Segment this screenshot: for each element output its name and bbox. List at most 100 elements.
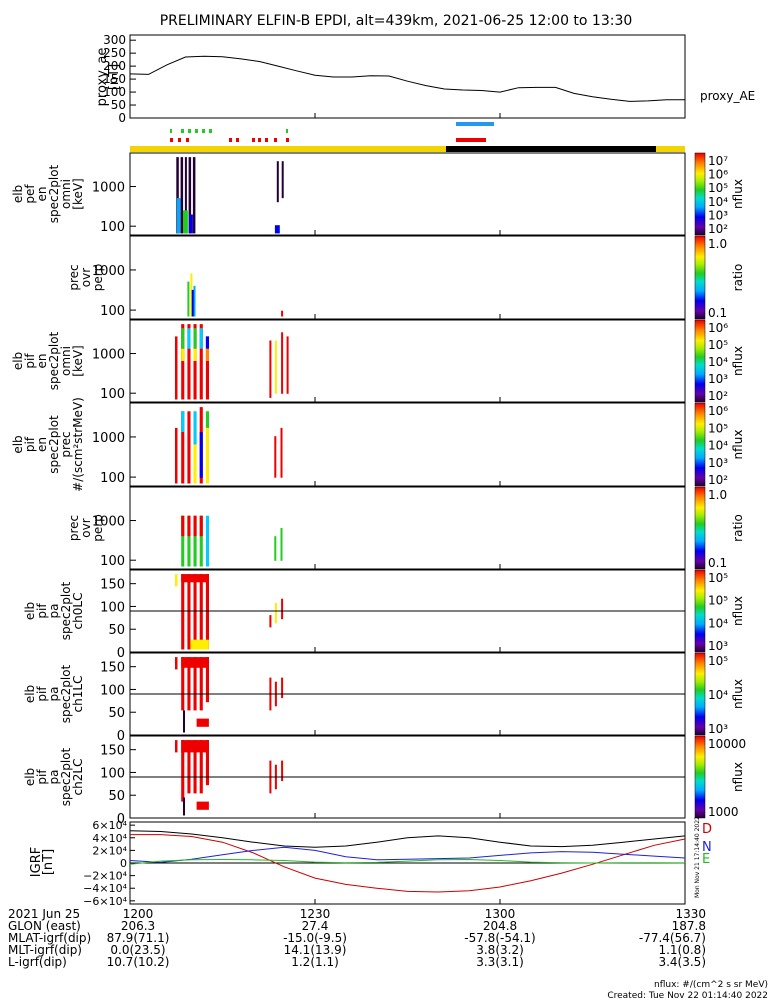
spectrogram-cell bbox=[193, 285, 196, 317]
igrf-ytick-label: 6×10⁴ bbox=[92, 819, 127, 832]
spectrogram-cell bbox=[205, 411, 209, 484]
panel-ylabel: en bbox=[35, 187, 49, 202]
spectrogram-cell bbox=[181, 740, 209, 753]
proxy-ae-series-line bbox=[129, 55, 685, 102]
panel-ylabel: ovr bbox=[79, 268, 93, 287]
igrf-series-E bbox=[129, 858, 686, 865]
colorbar bbox=[694, 569, 706, 653]
spectrogram-cell bbox=[180, 157, 184, 234]
colorbar-tick-label: 10³ bbox=[708, 372, 728, 386]
panel-ylabel: elb bbox=[23, 685, 37, 703]
xaxis-row-value: -77.4(56.7) bbox=[639, 931, 706, 945]
xaxis-row-value: 10.7(10.2) bbox=[107, 955, 170, 969]
spectrogram-cell bbox=[205, 336, 209, 349]
spectrogram-cell bbox=[199, 657, 203, 711]
ytick-label: 1000 bbox=[92, 264, 125, 279]
ytick-label: 100 bbox=[100, 304, 125, 319]
spectrogram-cell bbox=[181, 411, 185, 432]
panel-ylabel: [keV] bbox=[71, 345, 85, 376]
marker-red bbox=[186, 138, 189, 142]
colorbar-label: nflux bbox=[731, 679, 745, 709]
ytick-label: 150 bbox=[100, 578, 125, 593]
spectrogram-cell bbox=[280, 528, 283, 561]
colorbar bbox=[694, 735, 706, 819]
colorbar-tick-label: 10⁵ bbox=[708, 654, 728, 668]
colorbar-tick-label: 10⁴ bbox=[708, 195, 728, 209]
xaxis-row-label: L-igrf(dip) bbox=[8, 955, 67, 969]
igrf-series-N bbox=[129, 846, 686, 863]
xaxis-row-value: 1.1(0.8) bbox=[658, 943, 706, 957]
spectrogram-cell bbox=[199, 432, 203, 478]
spectrogram-cell bbox=[187, 411, 191, 484]
xaxis-row-value: 206.3 bbox=[121, 919, 155, 933]
colorbar-tick-label: 10000 bbox=[708, 737, 746, 751]
igrf-ylabel-2: [nT] bbox=[41, 849, 56, 875]
xaxis-row-value: 204.8 bbox=[483, 919, 517, 933]
ytick-label: 1000 bbox=[92, 515, 125, 530]
spectrogram-cell bbox=[199, 574, 203, 650]
colorbar-tick-label: 10² bbox=[708, 222, 728, 236]
spectrogram-cell bbox=[181, 515, 185, 567]
xaxis-row-value: 1300 bbox=[485, 907, 516, 921]
marker-red bbox=[265, 138, 268, 142]
marker-green bbox=[209, 129, 212, 133]
spectrogram-cell bbox=[274, 340, 277, 394]
spectrogram-cell bbox=[181, 574, 209, 583]
marker-green bbox=[286, 129, 288, 133]
marker-red bbox=[252, 138, 255, 142]
ytick-label: 100 bbox=[100, 471, 125, 486]
spectrogram-cell bbox=[205, 348, 209, 361]
marker-blue bbox=[456, 122, 494, 126]
spectrogram-cell bbox=[274, 536, 277, 561]
spectrogram-cell bbox=[188, 157, 192, 234]
colorbar-tick-label: 10⁵ bbox=[708, 594, 728, 608]
marker-red bbox=[229, 138, 232, 142]
spectrogram-cell bbox=[187, 574, 191, 650]
marker-red bbox=[258, 138, 261, 142]
spectrogram-cell bbox=[196, 801, 209, 810]
spectrogram-cell bbox=[181, 657, 209, 668]
panel-ylabel: prec bbox=[67, 264, 81, 290]
spectrogram-cell bbox=[192, 157, 196, 234]
panel-frame bbox=[129, 486, 686, 570]
igrf-legend-d: D bbox=[702, 822, 712, 837]
proxy-ae-line-layer bbox=[129, 55, 685, 102]
xaxis-row-value: 3.3(3.1) bbox=[476, 955, 524, 969]
panel-ylabel: pif bbox=[35, 769, 49, 785]
igrf-series-total bbox=[129, 830, 686, 848]
panel-ylabel: perp bbox=[91, 514, 105, 542]
xaxis-row-label: MLT-igrf(dip) bbox=[8, 943, 82, 957]
spectrogram-cell bbox=[193, 324, 197, 400]
spectrogram-cell bbox=[199, 515, 203, 537]
xaxis-row-value: 1.2(1.1) bbox=[291, 955, 339, 969]
colorbar-tick-label: 10³ bbox=[708, 722, 728, 736]
spectrogram-cell bbox=[190, 639, 209, 650]
xaxis-row-value: -15.0(-9.5) bbox=[283, 931, 347, 945]
spectrogram-cell bbox=[190, 273, 193, 317]
x-axis-ephemeris: 2021 Jun 25 1200 1230 1300 1330 GLON (east) 20… bbox=[8, 907, 706, 969]
spectrogram-cell bbox=[199, 328, 203, 349]
colorbar-label: ratio bbox=[731, 514, 745, 542]
proxy-ae-ytick-label: 50 bbox=[111, 98, 126, 112]
xaxis-row-value: 3.8(3.2) bbox=[476, 943, 524, 957]
spectrogram-cell bbox=[181, 411, 185, 484]
spectrogram-cell bbox=[175, 427, 178, 484]
spectrogram-cell bbox=[193, 657, 197, 711]
spectrogram-cell bbox=[175, 574, 178, 587]
igrf-series-D bbox=[130, 834, 686, 893]
spectrogram-cell bbox=[205, 336, 209, 400]
marker-red bbox=[236, 138, 239, 142]
panel-ylabel: ch1LC bbox=[71, 676, 85, 713]
marker-green bbox=[188, 129, 191, 133]
proxy-ae-ytick-label: 150 bbox=[103, 72, 126, 86]
ytick-label: 1000 bbox=[92, 431, 125, 446]
panel-ylabel: elb bbox=[23, 602, 37, 620]
panel-ylabel: pa bbox=[47, 687, 61, 702]
colorbar bbox=[694, 319, 706, 403]
colorbar-label: nflux bbox=[731, 346, 745, 376]
panel-ylabel: elb bbox=[23, 768, 37, 786]
colorbar-tick-label: 10⁵ bbox=[708, 421, 728, 435]
